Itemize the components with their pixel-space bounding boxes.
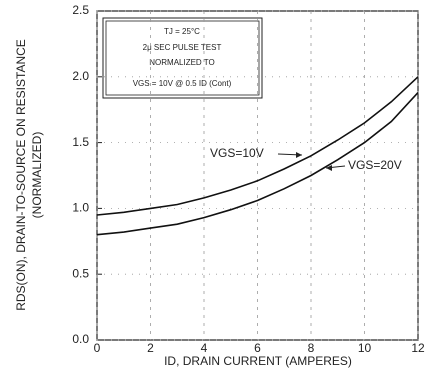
series-label: VGS=20V (348, 158, 402, 172)
x-tick-label: 10 (358, 341, 372, 355)
x-tick-label: 8 (308, 341, 315, 355)
y-tick-label: 2.5 (72, 3, 89, 17)
y-axis-label: RDS(ON), DRAIN-TO-SOURCE ON RESISTANCE (14, 39, 28, 311)
annotation: TJ = 25°C (164, 27, 200, 36)
x-tick-label: 0 (94, 341, 101, 355)
annotation: VGS = 10V @ 0.5 ID (Cont) (133, 79, 232, 88)
line (96, 92, 419, 236)
annotation-box (102, 17, 263, 99)
y-axis-label-sub: (NORMALIZED) (30, 132, 44, 219)
y-tick-label: 2.0 (72, 69, 89, 83)
series-label: VGS=10V (210, 146, 264, 160)
annotation-box-inner (105, 20, 260, 96)
y-tick-label: 1.0 (72, 201, 89, 215)
x-tick-label: 4 (201, 341, 208, 355)
x-tick-label: 2 (147, 341, 154, 355)
x-tick-label: 6 (254, 341, 261, 355)
x-axis-label: ID, DRAIN CURRENT (AMPERES) (164, 354, 352, 368)
arrow-head (296, 152, 302, 158)
y-tick-label: 0.0 (72, 332, 89, 346)
arrow-head (326, 165, 332, 171)
annotation: NORMALIZED TO (149, 58, 215, 67)
annotation: 2μ SEC PULSE TEST (143, 43, 222, 52)
x-tick-label: 12 (411, 341, 425, 355)
y-tick-label: 0.5 (72, 266, 89, 280)
line (96, 76, 419, 216)
y-tick-label: 1.5 (72, 135, 89, 149)
